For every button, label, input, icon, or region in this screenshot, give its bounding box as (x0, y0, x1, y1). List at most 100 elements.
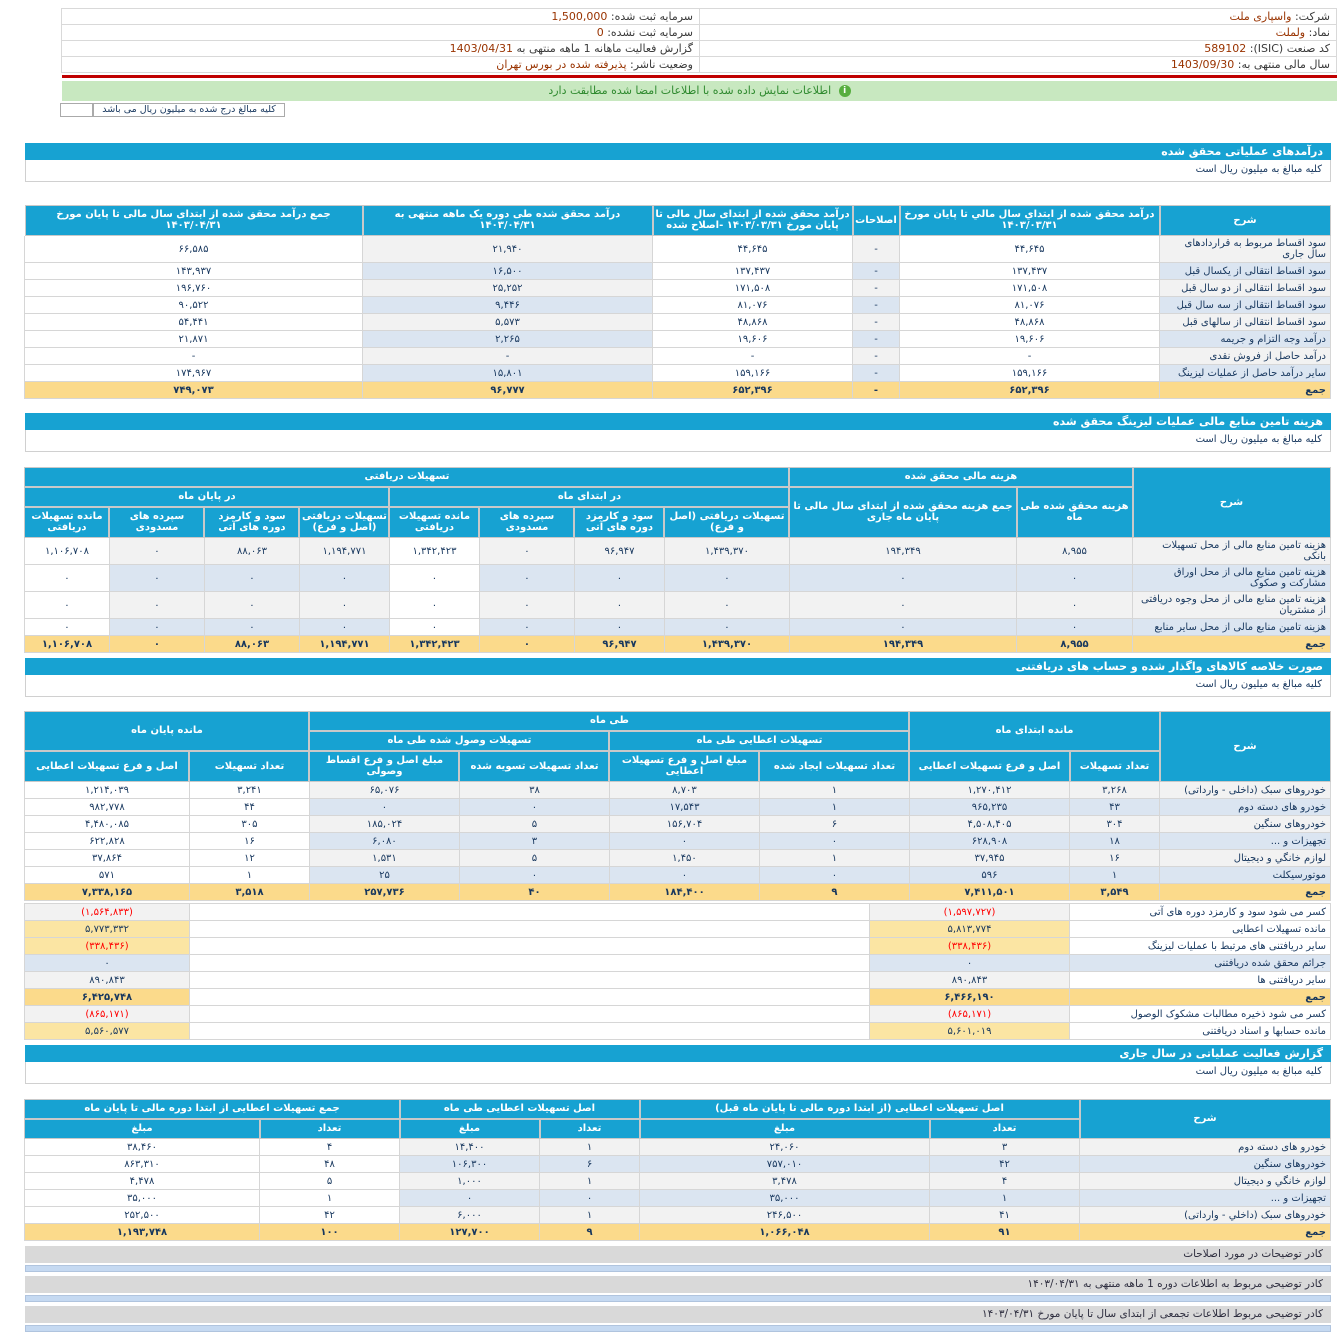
data-cell: (۳۳۸,۴۳۶) (24, 937, 190, 955)
data-cell: ۶,۴۲۵,۷۴۸ (24, 988, 190, 1006)
data-cell: ۵۹۶ (908, 866, 1071, 884)
registered-capital-label: سرمایه ثبت شده: (610, 10, 693, 23)
col-count-new: تعداد تسهیلات ایجاد شده (758, 750, 910, 782)
data-cell: ۱ (1069, 866, 1160, 884)
data-cell (189, 954, 870, 972)
col-principal-begin: اصل و فرع تسهیلات اعطایی (908, 750, 1071, 782)
col-adjusted: درآمد محقق شده از ابتدای سال مالی تا پای… (652, 204, 853, 236)
data-cell: ۱۹,۶۰۶ (652, 330, 853, 348)
symbol-row: نماد: ولملت سرمایه ثبت نشده: 0 (61, 24, 1337, 41)
table-row: خودروهای سبک (داخلي - وارداتی) ۴۱ ۲۴۶,۵۰۰ ۱… (23, 1206, 1331, 1224)
row-label: تجهیزات و ... (1079, 1189, 1331, 1207)
data-cell: ۴۸,۸۶۸ (899, 313, 1160, 331)
row-label: هزینه تامین منابع مالی از محل وجوه دریاف… (1132, 591, 1331, 619)
data-cell: ۰ (298, 591, 390, 619)
data-cell: ۱,۰۶۶,۰۴۸ (639, 1223, 930, 1241)
data-cell: ۰ (108, 537, 205, 565)
col-blocked-begin: سپرده های مسدودی (478, 506, 575, 538)
data-cell: ۰ (108, 618, 205, 636)
data-cell: ۸۸,۰۶۳ (203, 635, 300, 653)
data-cell: ۴۴,۶۴۵ (652, 235, 853, 263)
data-cell: ۹,۴۴۶ (362, 296, 653, 314)
table-row: خودروهای سنگین ۴۲ ۷۵۷,۰۱۰ ۶ ۱۰۶,۳۰۰ ۴۸ ۸۶۳,۳۱۰ (23, 1155, 1331, 1173)
data-cell: ۵,۸۱۳,۷۷۴ (869, 920, 1070, 938)
table-row: سود اقساط انتقالی از سالهای قبل ۴۸,۸۶۸-۴۸… (24, 313, 1331, 331)
col-amount-new: مبلغ اصل و فرع تسهیلات اعطایی (608, 750, 760, 782)
listing-status-cell: وضعیت ناشر: پذیرفته شده در بورس تهران (61, 56, 700, 73)
data-cell: ۰ (758, 832, 910, 850)
data-cell: ۰ (108, 591, 205, 619)
data-cell: ۸۱,۰۷۶ (652, 296, 853, 314)
data-cell: ۵,۶۰۱,۰۱۹ (869, 1022, 1070, 1040)
data-cell: ۰ (203, 618, 300, 636)
data-cell: ۰ (478, 591, 575, 619)
table-row: هزینه تامین منابع مالی از محل وجوه دریاف… (23, 591, 1331, 619)
table-row: هزینه تامین منابع مالی از محل تسهیلات با… (23, 537, 1331, 565)
data-cell: ۱ (539, 1172, 640, 1190)
table-row: مانده تسهیلات اعطایی ۵,۸۱۳,۷۷۴ ۵,۷۷۳,۳۳۲ (24, 920, 1331, 938)
table-row: موتورسیکلت ۱ ۵۹۶ ۰ ۰ ۰ ۲۵ ۱ ۵۷۱ (23, 866, 1331, 884)
data-cell: ۵,۵۶۰,۵۷۷ (24, 1022, 190, 1040)
data-cell: ۸۹۰,۸۴۳ (869, 971, 1070, 989)
data-cell: ۴,۴۷۸ (23, 1172, 261, 1190)
isic-row: کد صنعت (ISIC): 589102 گزارش فعالیت ماها… (61, 40, 1337, 57)
data-cell: ۲۵ (308, 866, 460, 884)
data-cell: ۷,۳۳۸,۱۶۵ (23, 883, 190, 901)
data-cell: ۰ (608, 866, 760, 884)
col-principal-end: اصل و فرع تسهیلات اعطایی (23, 750, 190, 782)
data-cell: ۰ (1016, 618, 1133, 636)
data-cell (189, 903, 870, 921)
table-row: سایر درآمد حاصل از عملیات لیزینگ ۱۵۹,۱۶۶-… (24, 364, 1331, 382)
data-cell: ۱ (758, 781, 910, 799)
data-cell: ۱۵۶,۷۰۴ (608, 815, 760, 833)
data-cell: ۰ (1016, 591, 1133, 619)
data-cell: ۹۶,۷۷۷ (362, 381, 653, 399)
col-balance-begin: مانده تسهیلات دریافتی (388, 506, 480, 538)
table-row: خودروهای سنگین ۳۰۴ ۴,۵۰۸,۴۰۵ ۶ ۱۵۶,۷۰۴ ۵ ۱۸۵,۰… (23, 815, 1331, 833)
data-cell: ۱۶ (188, 832, 310, 850)
data-cell: ۵,۵۷۳ (362, 313, 653, 331)
data-cell: ۰ (478, 618, 575, 636)
data-cell: (۸۶۵,۱۷۱) (24, 1005, 190, 1023)
explanation-bar-month: کادر توضیحی مربوط به اطلاعات دوره 1 ماهه… (25, 1276, 1331, 1293)
data-cell: ۱۰۰ (259, 1223, 400, 1241)
col-count-end: تعداد تسهیلات (188, 750, 310, 782)
report-period-label: گزارش فعالیت ماهانه 1 ماهه منتهی به (516, 42, 693, 55)
data-cell: ۳,۵۴۹ (1069, 883, 1160, 901)
data-cell: ۰ (108, 635, 205, 653)
col-total-period: جمع تسهیلات اعطایی از ابتدا دوره مالی تا… (23, 1098, 401, 1119)
col-blocked-end: سپرده های مسدودی (108, 506, 205, 538)
finance-cost-table-body: هزینه تامین منابع مالی از محل تسهیلات با… (23, 537, 1331, 653)
table-row: سود اقساط انتقالی از یکسال قبل ۱۳۷,۴۳۷-۱۳… (24, 262, 1331, 280)
data-cell: ۰ (663, 618, 790, 636)
isic-cell: کد صنعت (ISIC): 589102 (699, 40, 1337, 57)
section-title-finance-cost: هزینه تامین منابع مالی عملیات لیزینگ محق… (25, 413, 1331, 430)
data-cell: ۶ (758, 815, 910, 833)
row-label: جمع (1159, 381, 1331, 399)
table-row: جمع ۶,۴۶۶,۱۹۰ ۶,۴۲۵,۷۴۸ (24, 988, 1331, 1006)
data-cell: ۱۹۴,۳۴۹ (788, 635, 1018, 653)
data-cell: ۴,۴۸۰,۰۸۵ (23, 815, 190, 833)
col-collected-month: تسهیلات وصول شده طی ماه (308, 730, 610, 751)
listing-status-label: وضعیت ناشر: (630, 58, 693, 71)
data-cell (189, 971, 870, 989)
data-cell: ۱,۳۴۲,۴۲۳ (388, 635, 480, 653)
col-facilities-received: تسهیلات دریافتی (23, 466, 790, 487)
report-period-value: 1403/04/31 (449, 42, 513, 55)
data-cell: ۹۶۵,۲۳۵ (908, 798, 1071, 816)
row-label: سود اقساط انتقالی از سالهای قبل (1159, 313, 1331, 331)
col-end-balance: مانده پایان ماه (23, 710, 310, 751)
data-cell: ۰ (458, 866, 610, 884)
data-cell: ۶۲۸,۹۰۸ (908, 832, 1071, 850)
col-from-start: درآمد محقق شده از ابتداي سال مالي تا پاي… (899, 204, 1160, 236)
data-cell: ۴۸,۸۶۸ (652, 313, 853, 331)
data-cell: ۳۵,۰۰۰ (639, 1189, 930, 1207)
data-cell: ۰ (573, 618, 665, 636)
unregistered-capital-value: 0 (596, 26, 604, 39)
data-cell: ۰ (298, 564, 390, 592)
data-cell: - (852, 279, 900, 297)
data-cell: ۹ (539, 1223, 640, 1241)
data-cell: ۳۸,۴۶۰ (23, 1138, 261, 1156)
data-cell: ۹۶,۹۴۷ (573, 635, 665, 653)
data-cell: ۸,۹۵۵ (1016, 635, 1133, 653)
